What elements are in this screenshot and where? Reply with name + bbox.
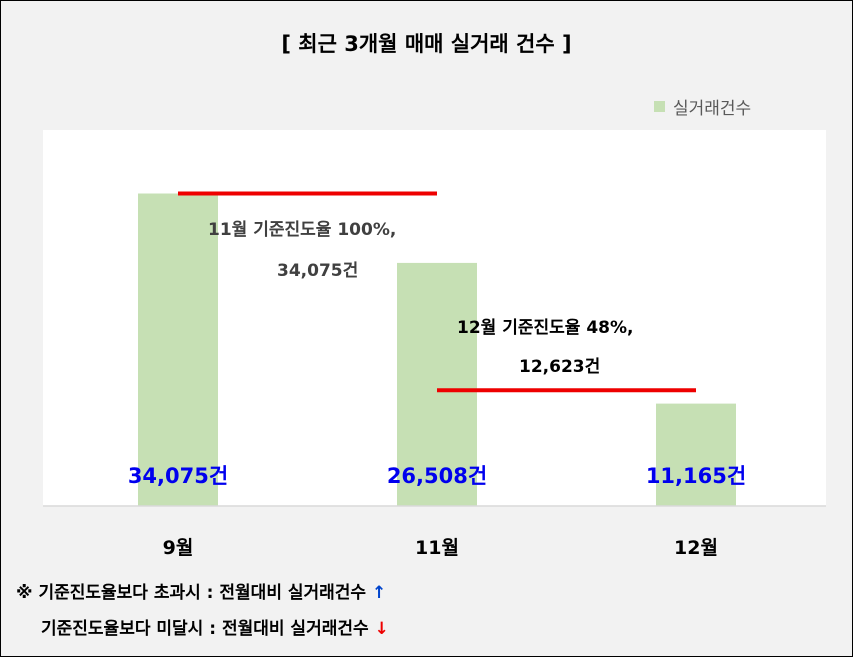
data-label-dec: 11,165건 <box>645 464 747 488</box>
note-below-text: 기준진도율보다 미달시 : 전월대비 실거래건수 <box>41 619 369 639</box>
annotation-nov-count: 34,075건 <box>277 261 359 281</box>
note-below: 기준진도율보다 미달시 : 전월대비 실거래건수 ↓ <box>41 614 389 639</box>
bar-sep <box>138 193 218 506</box>
note-exceed: ※ 기준진도율보다 초과시 : 전월대비 실거래건수 ↑ <box>16 578 386 603</box>
x-tick-dec: 12월 <box>674 537 718 559</box>
chart-legend: 실거래건수 <box>654 94 751 119</box>
x-tick-nov: 11월 <box>415 537 459 559</box>
x-tick-sep: 9월 <box>162 537 194 559</box>
annotation-dec-count: 12,623건 <box>519 357 601 377</box>
arrow-down-icon: ↓ <box>374 619 389 639</box>
annotation-dec-rate: 12월 기준진도율 48%, <box>457 318 634 338</box>
data-label-nov: 26,508건 <box>386 464 488 488</box>
note-exceed-text: ※ 기준진도율보다 초과시 : 전월대비 실거래건수 <box>16 583 367 603</box>
bar-dec <box>656 403 736 506</box>
arrow-up-icon: ↑ <box>372 583 387 603</box>
legend-swatch <box>654 101 665 112</box>
data-label-sep: 34,075건 <box>127 464 229 488</box>
legend-label: 실거래건수 <box>673 99 752 119</box>
chart-title: [ 최근 3개월 매매 실거래 건수 ] <box>281 32 572 56</box>
bar-nov <box>397 262 477 506</box>
annotation-nov-rate: 11월 기준진도율 100%, <box>208 220 397 240</box>
